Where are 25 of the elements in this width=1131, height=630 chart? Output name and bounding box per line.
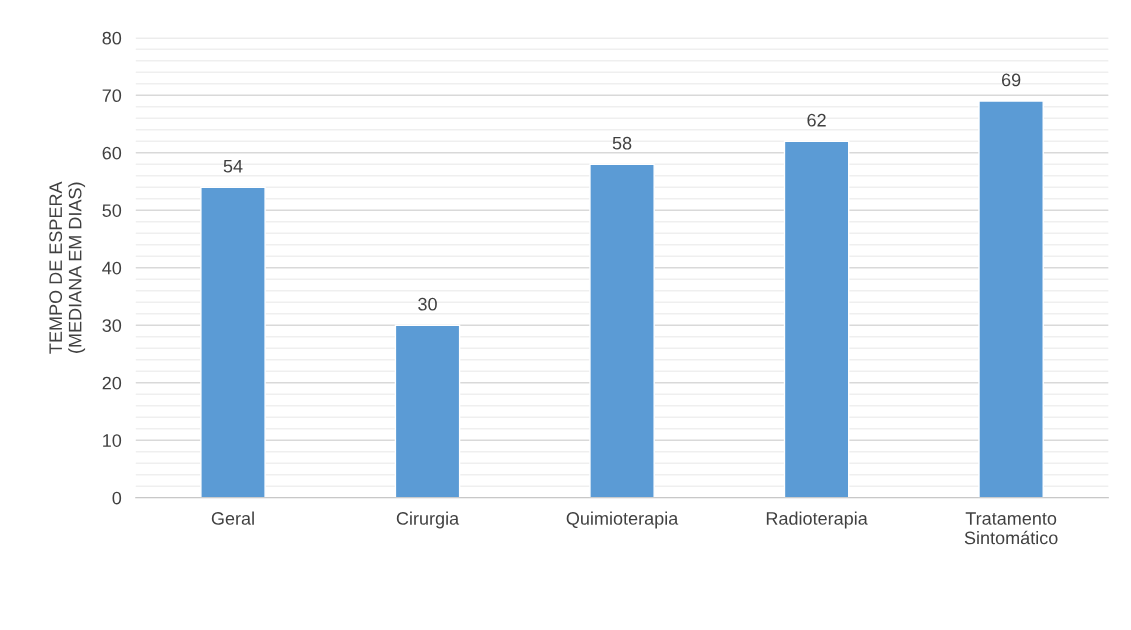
y-tick-label: 80	[102, 31, 122, 45]
x-tick-label: Radioterapia	[766, 511, 868, 529]
bar	[589, 163, 655, 498]
bar	[394, 324, 461, 498]
y-tick-label: 60	[102, 146, 122, 160]
x-tick-label: Tratamento Sintomático	[964, 512, 1058, 545]
data-label: 58	[612, 136, 632, 150]
y-tick-label: 50	[102, 204, 122, 217]
data-label: 62	[807, 113, 826, 127]
y-tick-label: 30	[102, 319, 122, 332]
x-tick-label: Cirurgia	[396, 511, 460, 529]
bar	[783, 140, 850, 498]
y-tick-label: 70	[102, 89, 122, 103]
y-tick-label: 10	[103, 434, 122, 447]
bar	[200, 186, 266, 498]
bar	[978, 100, 1044, 498]
data-label: 30	[418, 297, 437, 311]
y-axis-title: TEMPO DE ESPERA (MEDIANA EM DIAS)	[49, 181, 86, 354]
data-label: 54	[223, 159, 243, 173]
y-tick-label: 20	[102, 376, 122, 390]
x-tick-label: Geral	[211, 511, 254, 525]
data-label: 69	[1001, 73, 1021, 87]
y-tick-label: 0	[112, 491, 122, 505]
y-tick-label: 40	[102, 261, 122, 275]
x-tick-label: Quimioterapia	[566, 511, 679, 529]
